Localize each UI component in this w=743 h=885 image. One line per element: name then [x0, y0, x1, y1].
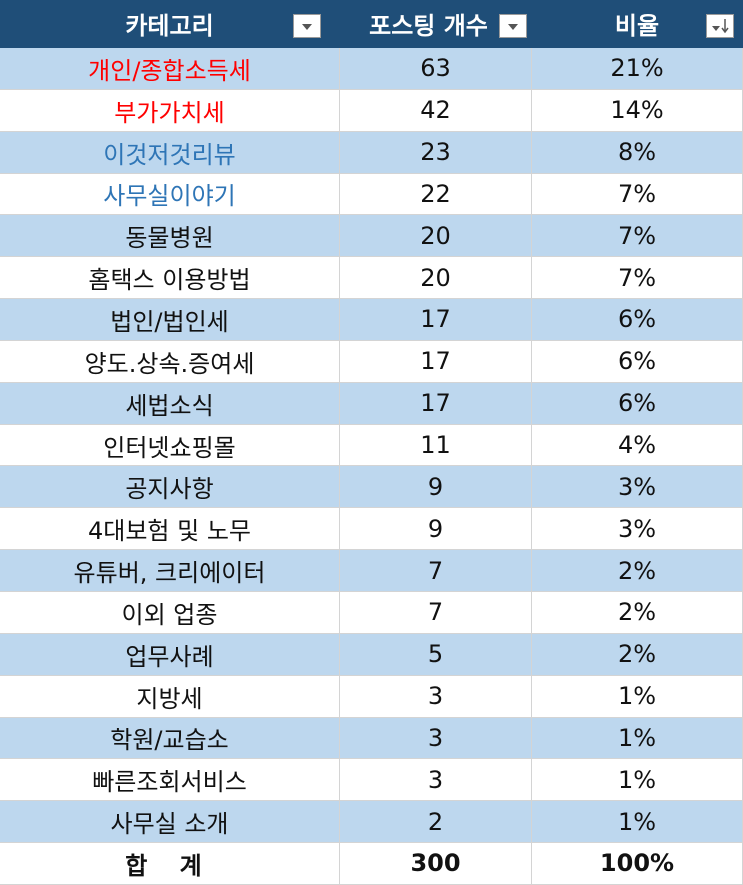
ratio-cell: 4% [532, 424, 743, 467]
ratio-cell: 1% [532, 675, 743, 718]
category-cell: 이외 업종 [0, 591, 340, 634]
ratio-cell: 2% [532, 550, 743, 592]
ratio-cell: 1% [532, 801, 743, 844]
category-cell: 부가가치세 [0, 89, 340, 132]
count-cell: 23 [340, 131, 532, 174]
count-cell: 17 [340, 382, 532, 425]
category-cell: 이것저것리뷰 [0, 131, 340, 174]
count-cell: 17 [340, 340, 532, 383]
category-cell: 지방세 [0, 675, 340, 718]
category-cell: 법인/법인세 [0, 299, 340, 341]
ratio-cell: 6% [532, 340, 743, 383]
category-cell: 인터넷쇼핑몰 [0, 424, 340, 467]
category-cell: 세법소식 [0, 382, 340, 425]
category-cell: 개인/종합소득세 [0, 48, 340, 90]
count-cell: 3 [340, 759, 532, 802]
count-cell: 7 [340, 591, 532, 634]
filter-button[interactable] [499, 14, 527, 38]
count-cell: 11 [340, 424, 532, 467]
filter-button[interactable] [293, 14, 321, 38]
header-cell: 카테고리 [0, 0, 340, 48]
category-cell: 업무사례 [0, 633, 340, 676]
category-cell: 학원/교습소 [0, 717, 340, 760]
count-cell: 9 [340, 466, 532, 509]
count-cell: 3 [340, 675, 532, 718]
header-text: 포스팅 개수 [369, 12, 488, 40]
ratio-cell: 7% [532, 257, 743, 300]
header-text: 카테고리 [125, 12, 214, 40]
count-cell: 17 [340, 299, 532, 341]
category-cell: 4대보험 및 노무 [0, 508, 340, 551]
ratio-cell: 2% [532, 591, 743, 634]
ratio-cell: 3% [532, 466, 743, 509]
ratio-cell: 8% [532, 131, 743, 174]
count-cell: 2 [340, 801, 532, 844]
category-cell: 동물병원 [0, 215, 340, 258]
count-cell: 7 [340, 550, 532, 592]
ratio-cell: 21% [532, 48, 743, 90]
count-cell: 42 [340, 89, 532, 132]
ratio-cell: 6% [532, 382, 743, 425]
total-category-cell: 합 계 [0, 843, 340, 885]
count-cell: 20 [340, 257, 532, 300]
count-cell: 3 [340, 717, 532, 760]
ratio-cell: 6% [532, 299, 743, 341]
ratio-cell: 2% [532, 633, 743, 676]
count-cell: 63 [340, 48, 532, 90]
ratio-cell: 7% [532, 173, 743, 216]
category-cell: 홈택스 이용방법 [0, 257, 340, 300]
count-cell: 5 [340, 633, 532, 676]
count-cell: 20 [340, 215, 532, 258]
total-ratio-cell: 100% [532, 843, 743, 885]
category-cell: 공지사항 [0, 466, 340, 509]
header-cell: 포스팅 개수 [340, 0, 532, 48]
category-cell: 유튜버, 크리에이터 [0, 550, 340, 592]
total-count-cell: 300 [340, 843, 532, 885]
count-cell: 9 [340, 508, 532, 551]
category-cell: 양도.상속.증여세 [0, 340, 340, 383]
category-cell: 사무실 소개 [0, 801, 340, 844]
ratio-cell: 1% [532, 759, 743, 802]
count-cell: 22 [340, 173, 532, 216]
category-cell: 빠른조회서비스 [0, 759, 340, 802]
ratio-cell: 14% [532, 89, 743, 132]
header-cell: 비율 [532, 0, 743, 48]
ratio-cell: 1% [532, 717, 743, 760]
sort-button[interactable] [706, 14, 734, 38]
ratio-cell: 3% [532, 508, 743, 551]
category-cell: 사무실이야기 [0, 173, 340, 216]
ratio-cell: 7% [532, 215, 743, 258]
header-text: 비율 [614, 12, 660, 40]
